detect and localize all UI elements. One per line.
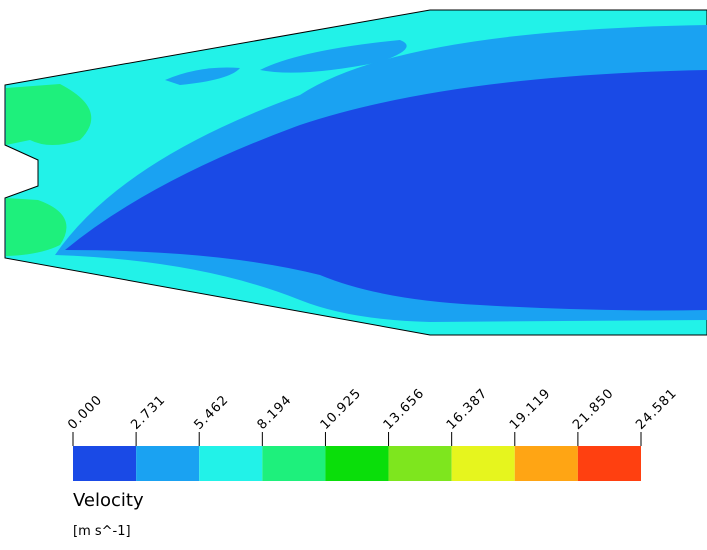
color-segment	[388, 446, 452, 481]
legend-title: Velocity	[73, 490, 144, 511]
tick-label: 21.850	[570, 386, 617, 433]
color-segment	[514, 446, 578, 481]
tick-label: 19.119	[507, 386, 554, 433]
velocity-field	[4, 9, 707, 336]
tick-label: 24.581	[633, 386, 680, 433]
tick-label: 16.387	[444, 386, 491, 433]
color-segment	[262, 446, 326, 481]
legend-unit: [m s^-1]	[73, 524, 131, 539]
green-region	[6, 198, 67, 256]
tick-label: 2.731	[128, 392, 168, 432]
green-region	[6, 84, 92, 145]
colorbar: 0.000 2.731 5.462 8.194 10.925 13.656 16.387 19…	[65, 386, 680, 481]
color-segment	[136, 446, 200, 481]
tick-label: 13.656	[381, 386, 428, 433]
core-region	[65, 70, 707, 311]
tick-label: 5.462	[191, 392, 231, 432]
color-segment	[73, 446, 137, 481]
tick-label: 8.194	[255, 392, 295, 432]
light-blue-region	[260, 40, 407, 73]
color-segment	[451, 446, 515, 481]
color-segment	[577, 446, 641, 481]
color-segment	[325, 446, 389, 481]
tick-label: 0.000	[65, 392, 105, 432]
color-segment	[199, 446, 263, 481]
light-blue-region	[165, 67, 240, 85]
tick-label: 10.925	[318, 386, 365, 433]
